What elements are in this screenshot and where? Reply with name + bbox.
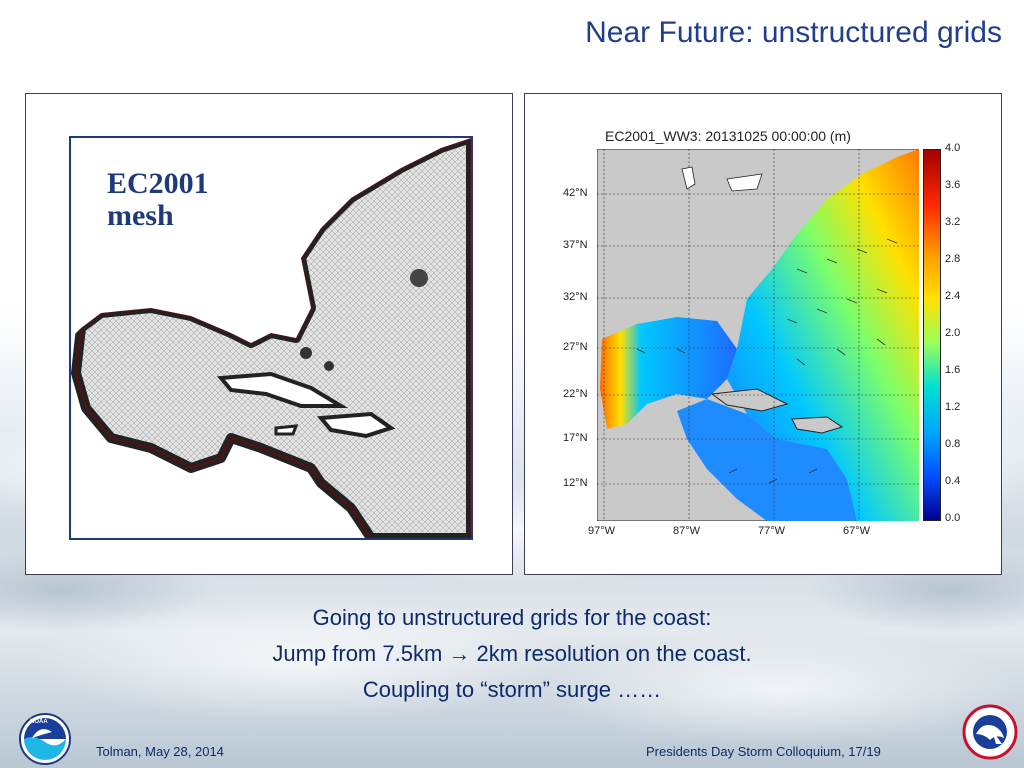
lon-label: 97°W [588, 525, 616, 537]
colorbar-label: 3.2 [945, 216, 961, 228]
wave-direction-arrows [636, 238, 898, 484]
slide-title: Near Future: unstructured grids [585, 16, 1002, 49]
colorbar-label: 2.4 [945, 290, 961, 302]
lat-label: 42°N [563, 187, 588, 199]
gulf-wave-field [600, 317, 737, 429]
lon-label: 77°W [758, 525, 786, 537]
mesh-label: EC2001 mesh [107, 168, 209, 232]
colorbar-label: 3.6 [945, 179, 961, 191]
mesh-land-area [71, 138, 471, 343]
wave-height-map [597, 149, 919, 521]
bermuda-refinement [410, 269, 428, 287]
cuba-island [216, 371, 349, 408]
noaa-logo-text: NOAA [30, 719, 48, 725]
mesh-label-line2: mesh [107, 199, 174, 232]
colorbar-label: 4.0 [945, 142, 961, 154]
lon-label: 67°W [843, 525, 871, 537]
lat-label: 12°N [563, 477, 588, 489]
footer-right: Presidents Day Storm Colloquium, 17/19 [646, 744, 881, 759]
colorbar-label: 0.8 [945, 438, 961, 450]
lat-label: 32°N [563, 291, 588, 303]
mesh-image-panel: EC2001 mesh [25, 93, 513, 575]
mesh-image-frame: EC2001 mesh [69, 136, 473, 540]
hispaniola-island [316, 411, 396, 439]
atlantic-wave-field [727, 149, 919, 521]
lat-label: 37°N [563, 239, 588, 251]
wave-height-map-panel: EC2001_WW3: 20131025 00:00:00 (m) [524, 93, 1002, 575]
colorbar-label: 1.2 [945, 401, 961, 413]
footer-left: Tolman, May 28, 2014 [96, 744, 224, 759]
jamaica-island [274, 424, 299, 436]
great-lakes [681, 166, 696, 190]
lon-label: 87°W [673, 525, 701, 537]
colorbar [923, 149, 941, 521]
caption-line2: Jump from 7.5km → 2km resolution on the … [272, 641, 752, 666]
noaa-logo [19, 713, 71, 765]
colorbar-label: 0.4 [945, 475, 961, 487]
colorbar-label: 0.0 [945, 512, 961, 524]
caption-line3: Coupling to “storm” surge …… [362, 677, 662, 702]
hispaniola [791, 416, 844, 434]
bahamas-shoal [300, 347, 312, 359]
lat-label: 27°N [563, 341, 588, 353]
map-grid [597, 149, 919, 521]
mesh-label-line1: EC2001 [107, 167, 209, 200]
map-title: EC2001_WW3: 20131025 00:00:00 (m) [605, 128, 851, 144]
lat-label: 17°N [563, 432, 588, 444]
caption-line1: Going to unstructured grids for the coas… [312, 605, 712, 630]
colorbar-label: 2.0 [945, 327, 961, 339]
caribbean-wave-field [677, 399, 857, 521]
cuba [710, 388, 789, 412]
great-lakes [726, 173, 763, 192]
nws-logo [962, 704, 1018, 760]
mesh-graphic [71, 138, 471, 538]
lat-label: 22°N [563, 388, 588, 400]
colorbar-label: 1.6 [945, 364, 961, 376]
bahamas-shoal [324, 361, 334, 371]
colorbar-label: 2.8 [945, 253, 961, 265]
